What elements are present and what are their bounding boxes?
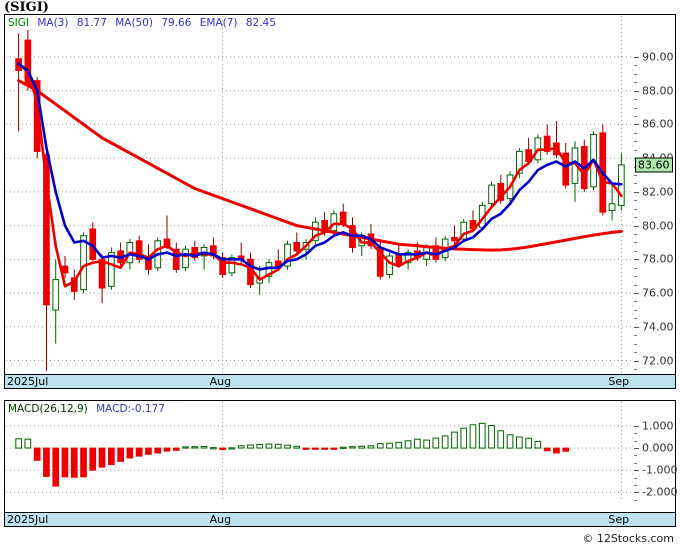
macd-y-minor-tick: [634, 484, 637, 486]
price-y-minor-tick: [634, 309, 637, 311]
price-y-tick: 88.00: [642, 84, 674, 98]
candlestick-svg: [6, 16, 634, 374]
price-y-minor-tick: [634, 234, 637, 236]
legend-ma50-label: MA(50): [115, 17, 154, 29]
price-y-tick: 74.00: [642, 320, 674, 334]
macd-chart-panel[interactable]: MACD(26,12,9) MACD:-0.177 1.000 0.000 -1.0…: [4, 400, 677, 527]
price-y-minor-tick: [634, 335, 637, 337]
price-y-minor-tick: [634, 183, 637, 185]
price-date-label: Sep: [608, 375, 630, 388]
macd-date-axis: 2025JulAugSepOct: [5, 512, 675, 526]
macd-y-minor-tick: [634, 455, 637, 457]
price-y-tickmark: [634, 56, 639, 58]
macd-histogram-svg: [6, 402, 634, 500]
price-y-tickmark: [634, 326, 639, 328]
macd-y-minor-tick: [634, 440, 637, 442]
watermark: © 12Stocks.com: [582, 532, 674, 545]
page-title: (SIGI): [4, 0, 49, 15]
macd-y-minor-tick: [634, 477, 637, 479]
price-y-tickmark: [634, 90, 639, 92]
macd-date-label: Sep: [608, 513, 630, 526]
price-y-minor-tick: [634, 82, 637, 84]
price-y-tick: 76.00: [642, 286, 674, 300]
legend-ma50-value: 79.66: [161, 17, 192, 29]
macd-y-tickmark: [634, 470, 639, 472]
price-y-minor-tick: [634, 149, 637, 151]
legend-ma3-value: 81.77: [76, 17, 107, 29]
legend-ema7-value: 82.45: [245, 17, 276, 29]
price-y-tickmark: [634, 360, 639, 362]
price-y-tickmark: [634, 225, 639, 227]
macd-y-minor-tick: [634, 433, 637, 435]
legend-ma3-label: MA(3): [37, 17, 69, 29]
price-chart-panel[interactable]: SIGI MA(3) 81.77 MA(50) 79.66 EMA(7) 82.…: [4, 14, 676, 389]
price-y-tickmark: [634, 259, 639, 261]
price-y-tick: 86.00: [642, 117, 674, 131]
price-y-minor-tick: [634, 107, 637, 109]
macd-date-label: 2025Jul: [7, 513, 49, 526]
price-date-axis: 2025JulAugSepOct: [5, 374, 675, 388]
macd-y-tick: -2.000: [642, 485, 678, 499]
macd-y-minor-tick: [634, 462, 637, 464]
macd-plot-area[interactable]: [6, 402, 634, 515]
price-y-minor-tick: [634, 242, 637, 244]
price-y-axis: 90.0088.0086.0084.0082.0080.0078.0076.00…: [634, 15, 680, 388]
price-y-tick: 72.00: [642, 354, 674, 367]
macd-y-tickmark: [634, 492, 639, 494]
legend-symbol: SIGI: [8, 17, 29, 29]
price-date-label: 2025Jul: [7, 375, 49, 388]
price-date-label: Aug: [209, 375, 232, 388]
price-y-minor-tick: [634, 73, 637, 75]
price-y-minor-tick: [634, 65, 637, 67]
macd-legend: MACD(26,12,9) MACD:-0.177: [8, 403, 170, 416]
price-y-tick: 80.00: [642, 219, 674, 233]
price-y-minor-tick: [634, 267, 637, 269]
macd-y-tickmark: [634, 425, 639, 427]
price-y-minor-tick: [634, 318, 637, 320]
price-y-minor-tick: [634, 301, 637, 303]
price-y-minor-tick: [634, 368, 637, 370]
legend-macd-value: MACD:-0.177: [96, 403, 165, 415]
price-y-minor-tick: [634, 99, 637, 101]
price-y-minor-tick: [634, 116, 637, 117]
price-y-tickmark: [634, 124, 639, 126]
legend-macd-indicator: MACD(26,12,9): [8, 403, 88, 415]
macd-y-tick: 0.000: [642, 441, 674, 455]
price-y-minor-tick: [634, 343, 637, 345]
current-price-tag: 83.60: [635, 157, 673, 173]
price-y-minor-tick: [634, 132, 637, 134]
price-plot-area[interactable]: [6, 16, 634, 389]
legend-ema7-label: EMA(7): [199, 17, 238, 29]
macd-y-minor-tick: [634, 499, 637, 501]
price-y-minor-tick: [634, 250, 637, 252]
macd-y-tick: 1.000: [642, 419, 674, 433]
price-y-minor-tick: [634, 200, 637, 202]
macd-date-label: Aug: [209, 513, 232, 526]
price-y-minor-tick: [634, 352, 637, 354]
price-y-minor-tick: [634, 175, 637, 177]
price-y-minor-tick: [634, 217, 637, 219]
price-y-tickmark: [634, 191, 639, 193]
price-y-minor-tick: [634, 141, 637, 143]
price-y-minor-tick: [634, 276, 637, 278]
price-y-minor-tick: [634, 208, 637, 210]
macd-y-axis: 1.000 0.000 -1.000 -2.000: [634, 401, 680, 526]
macd-y-tick: -1.000: [642, 463, 678, 477]
price-y-tick: 90.00: [642, 50, 674, 64]
price-y-tick: 78.00: [642, 252, 674, 266]
price-y-tick: 82.00: [642, 185, 674, 199]
macd-y-tickmark: [634, 448, 639, 450]
price-legend: SIGI MA(3) 81.77 MA(50) 79.66 EMA(7) 82.…: [8, 17, 281, 30]
price-y-tickmark: [634, 293, 639, 295]
price-y-minor-tick: [634, 284, 637, 286]
